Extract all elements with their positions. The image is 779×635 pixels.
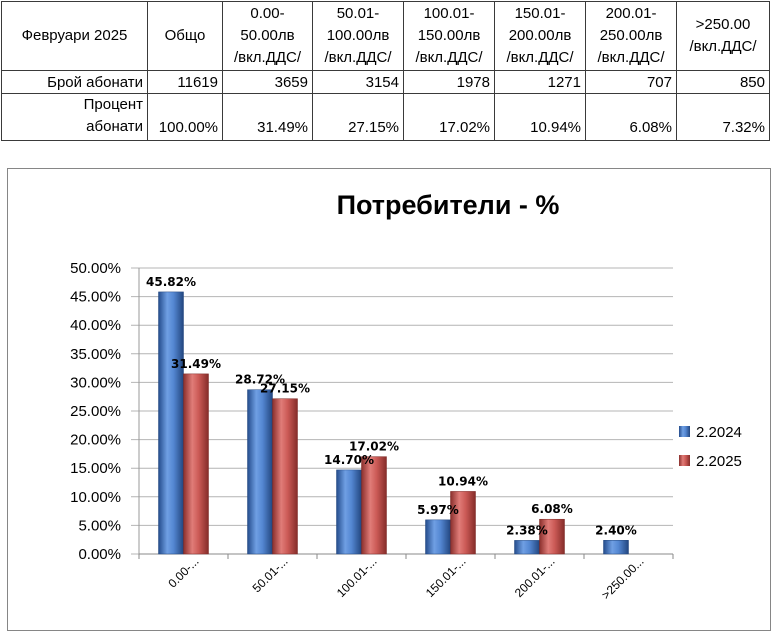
table-cell: 27.15% [312,93,404,141]
x-tick-label: 100.01-... [334,554,380,600]
table-cell: 3154 [312,70,404,94]
header-total: Общо [147,1,223,71]
data-label-series2-3: 17.02% [349,440,399,454]
table-cell: 3659 [222,70,313,94]
table-row: Брой абонати 11619 3659 3154 1978 1271 7… [1,70,770,94]
data-label-series1-2: 28.72% [235,373,285,387]
table-header-row: Февруари 2025 Общо 0.00- 50.00лв /вкл.ДД… [1,1,770,71]
legend-swatch-series-1 [679,426,690,437]
x-tick-label: 200.01-... [512,554,558,600]
x-tick-label: 0.00-... [165,554,201,590]
header-range-1: 0.00- 50.00лв /вкл.ДДС/ [222,1,313,71]
header-range-3: 100.01- 150.00лв /вкл.ДДС/ [403,1,495,71]
gridlines [131,267,673,555]
table-row: Процент абонати 100.00% 31.49% 27.15% 17… [1,93,770,141]
data-label-series1-6: 2.40% [595,523,637,537]
bar-series1-1 [158,291,184,555]
y-tick-label: 0.00% [78,546,121,563]
table-cell: 10.94% [494,93,586,141]
chart-title: Потребители - % [337,190,560,220]
data-label-series1-3: 14.70% [324,453,374,467]
data-label-series1-5: 2.38% [506,523,548,537]
table-cell: 7.32% [676,93,770,141]
bar-series2-5 [539,518,565,555]
bar-series2-2 [272,398,298,555]
header-range-2: 50.01- 100.00лв /вкл.ДДС/ [312,1,404,71]
data-table: Февруари 2025 Общо 0.00- 50.00лв /вкл.ДД… [1,1,770,141]
legend-label-series-2: 2.2025 [696,453,742,470]
bar-series2-3 [361,456,387,555]
bar-series1-6 [603,540,629,555]
bar-series1-2 [247,389,273,555]
data-label-series2-2: 27.15% [260,382,310,396]
y-tick-label: 40.00% [70,317,121,334]
header-range-4: 150.01- 200.00лв /вкл.ДДС/ [494,1,586,71]
table-cell: 100.00% [147,93,223,141]
x-tick-label: >250.00... [599,554,647,602]
bar-chart: Потребители - % 2.2024 2.2025 0.00% 5.00%… [70,190,742,602]
table-cell: 31.49% [222,93,313,141]
table-cell: 6.08% [585,93,677,141]
header-range-6: >250.00 /вкл.ДДС/ [676,1,770,71]
bar-series1-4 [425,519,451,555]
bar-series2-1 [183,373,209,555]
bar-series1-5 [514,540,540,555]
bar-series1-3 [336,469,362,555]
data-label-series1-4: 5.97% [417,503,459,517]
table-cell: 17.02% [403,93,495,141]
data-label-series2-4: 10.94% [438,474,488,488]
y-tick-label: 25.00% [70,403,121,420]
x-tick-label: 50.01-... [250,554,291,595]
y-tick-label: 30.00% [70,374,121,391]
legend-label-series-1: 2.2024 [696,424,742,441]
chart-container: Потребители - % 2.2024 2.2025 0.00% 5.00%… [7,168,771,631]
y-tick-label: 20.00% [70,432,121,449]
row-label-percent: Процент абонати [1,93,148,141]
y-tick-label: 10.00% [70,489,121,506]
x-tick-label: 150.01-... [423,554,469,600]
bar-series2-4 [450,491,476,555]
y-tick-label: 15.00% [70,460,121,477]
y-tick-label: 5.00% [78,517,121,534]
data-label-series2-1: 31.49% [171,357,221,371]
legend: 2.2024 2.2025 [679,424,742,470]
header-range-5: 200.01- 250.00лв /вкл.ДДС/ [585,1,677,71]
table-cell: 1978 [403,70,495,94]
y-tick-label: 35.00% [70,346,121,363]
data-label-series1-1: 45.82% [146,275,196,289]
y-tick-label: 50.00% [70,260,121,277]
table-cell: 11619 [147,70,223,94]
data-label-series2-5: 6.08% [531,502,573,516]
legend-swatch-series-2 [679,455,690,466]
table-cell: 1271 [494,70,586,94]
y-tick-label: 45.00% [70,289,121,306]
header-period: Февруари 2025 [1,1,148,71]
table-cell: 850 [676,70,770,94]
table-cell: 707 [585,70,677,94]
row-label-count: Брой абонати [1,70,148,94]
